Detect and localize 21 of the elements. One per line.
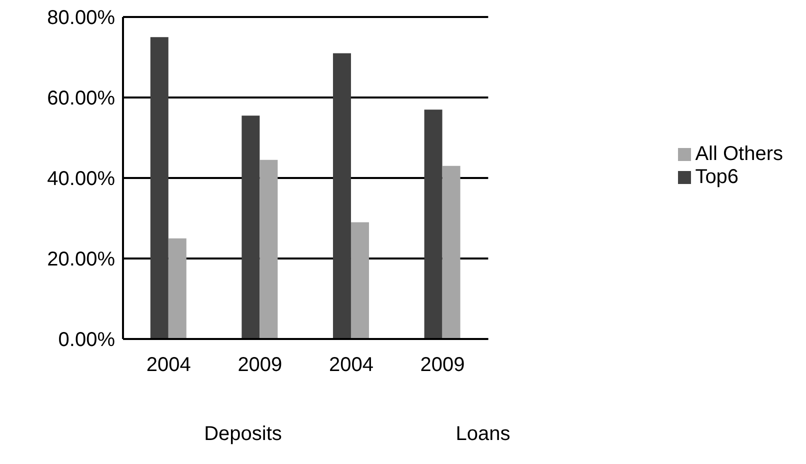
y-tick-label: 80.00% [47,7,116,30]
bar [150,37,168,339]
x-tick-label: 2009 [238,354,282,376]
y-tick-label: 40.00% [47,168,116,190]
bar [260,160,278,339]
bar [332,53,351,339]
y-tick-label: 0.00% [58,329,116,352]
y-tick-label: 20.00% [47,248,116,271]
bar [168,238,186,339]
text: Deposits [203,423,283,446]
bar [350,222,369,339]
x-tick-label: 2009 [420,354,465,376]
bar [442,166,460,339]
bar [424,110,442,339]
bar [242,116,260,339]
legend-label: All Others [695,143,783,165]
text: Loans [454,423,512,446]
legend-label: Top6 [695,166,739,188]
y-tick-label: 60.00% [47,88,116,110]
x-tick-label: 2004 [146,354,191,376]
x-tick-label: 2004 [328,354,374,376]
